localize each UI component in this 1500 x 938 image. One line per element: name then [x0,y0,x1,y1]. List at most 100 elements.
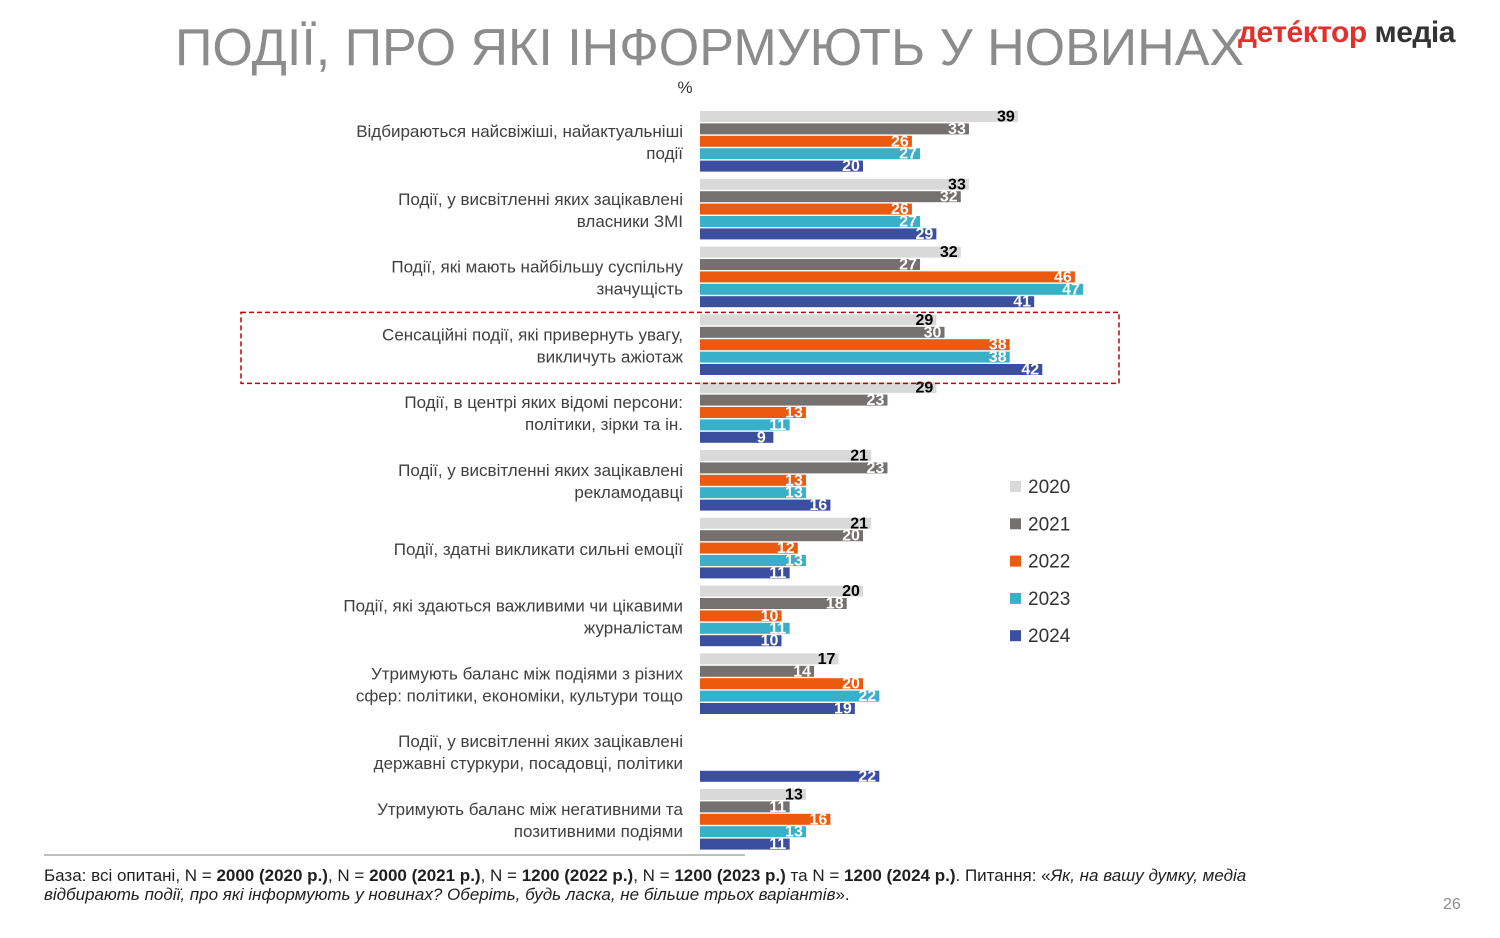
bar [700,450,872,461]
data-label: 27 [899,146,917,163]
legend-swatch [1010,518,1021,530]
footnote: База: всі опитані, N = 2000 (2020 р.), N… [44,866,1334,904]
data-label: 13 [785,553,803,570]
legend-label: 2022 [1028,552,1070,573]
footnote-n2022: 1200 (2022 р.) [521,866,634,885]
bar [700,160,863,172]
data-label: 13 [785,472,803,489]
data-label: 23 [867,392,885,409]
data-label: 21 [850,448,868,465]
category-label: позитивними подіями [514,822,683,841]
footnote-n2024: 1200 (2024 р.) [843,866,956,885]
bar [700,431,774,443]
data-label: 32 [940,244,958,261]
data-label: 19 [834,701,852,718]
data-label: 13 [785,485,803,502]
data-label: 29 [915,380,933,397]
bar [700,622,790,634]
category-label: Утримують баланс між подіями з різних [371,664,684,683]
category-label: значущість [596,280,683,299]
data-label: 13 [785,787,803,804]
bar [700,216,921,227]
bar [700,487,806,499]
data-label: 18 [826,596,844,613]
bar [700,339,1010,351]
category-label: Події, у висвітленні яких зацікавлені [398,732,683,751]
data-label: 38 [989,337,1007,354]
data-label: 33 [948,176,966,193]
bar [700,826,806,838]
highlight-box [240,311,1120,385]
bar [700,382,937,394]
bar [700,598,847,609]
data-label: 20 [842,158,860,175]
footnote-sep1: , N = [327,866,370,885]
footnote-question: Як, на вашу думку, медіа відбирають поді… [44,866,1247,904]
bar [700,653,839,665]
bar [700,351,1010,363]
data-label: 14 [793,663,811,680]
bar [700,789,806,800]
category-label: Події, які мають найбільшу суспільну [391,258,683,277]
footnote-close: ». [835,885,850,904]
bar [700,123,969,135]
brand-part-2: медіа [1366,16,1456,49]
footnote-sep3: , N = [633,866,675,885]
data-label: 11 [769,417,786,434]
bar [700,838,790,850]
footnote-tail: . Питання: « [955,866,1051,885]
data-label: 27 [899,257,917,274]
bar [700,555,806,566]
category-label: рекламодавці [574,483,683,502]
bar [700,191,961,203]
category-label: події [646,144,683,163]
bar [700,135,912,147]
bar [700,474,806,486]
data-label: 21 [850,515,868,532]
legend-swatch [1010,592,1021,604]
bar [700,148,921,160]
legend-swatch [1010,481,1021,492]
unit-label: % [677,78,692,97]
data-label: 13 [785,405,803,422]
data-label: 41 [1013,294,1031,311]
data-label: 23 [867,460,885,477]
bar [700,419,790,431]
data-label: 20 [842,583,860,600]
data-label: 11 [769,565,786,582]
data-label: 20 [842,676,860,693]
category-label: Сенсаційні події, які привернуть увагу, [382,325,683,344]
data-label: 20 [842,528,860,545]
data-label: 22 [858,688,876,705]
data-label: 46 [1054,269,1072,286]
data-label: 9 [757,429,766,446]
data-label: 10 [761,633,779,650]
bar [700,801,790,813]
bar [700,228,937,240]
bar [700,314,937,326]
bar [700,567,790,579]
footnote-sep4: та N = [785,866,844,885]
data-label: 42 [1021,362,1039,379]
bar [700,407,806,418]
bar [700,178,969,190]
bar [700,530,863,542]
bar [700,499,831,511]
data-label: 26 [891,133,909,150]
data-label: 29 [915,312,933,329]
footnote-sep2: , N = [480,866,522,885]
data-label: 11 [769,799,786,816]
page-title: ПОДІЇ, ПРО ЯКІ ІНФОРМУЮТЬ У НОВИНАХ [175,19,1245,77]
data-label: 11 [769,836,786,853]
category-label: сфер: політики, економіки, культури тощо [356,686,683,705]
data-label: 32 [940,189,958,206]
data-label: 17 [818,651,836,668]
data-label: 13 [785,824,803,841]
bar [700,364,1043,375]
legend-label: 2021 [1028,514,1070,535]
bar [700,111,1018,122]
bar [700,665,815,677]
category-label: політики, зірки та ін. [525,415,683,434]
data-label: 29 [915,226,933,243]
category-label: Події, які здаються важливими чи цікавим… [343,597,683,616]
